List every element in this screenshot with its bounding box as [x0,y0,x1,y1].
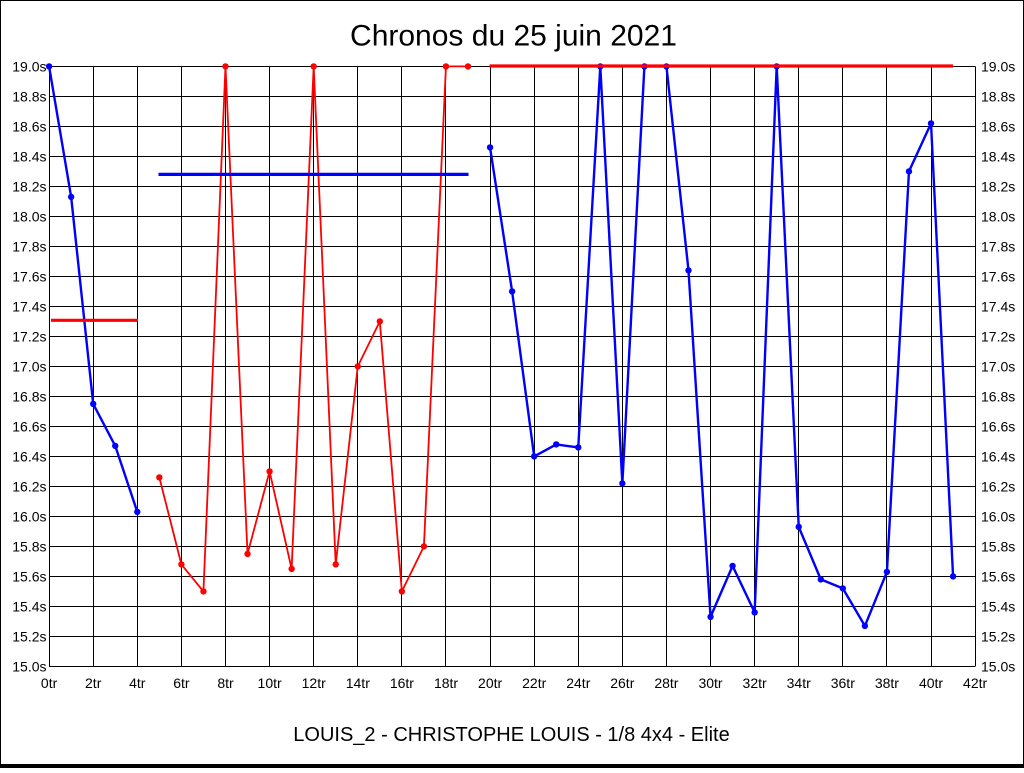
svg-text:26tr: 26tr [610,675,634,691]
svg-text:17.4s: 17.4s [12,299,46,315]
svg-text:16.0s: 16.0s [981,509,1015,525]
svg-text:34tr: 34tr [787,675,811,691]
svg-text:15.8s: 15.8s [981,539,1015,555]
svg-text:12tr: 12tr [302,675,326,691]
svg-text:15.6s: 15.6s [981,569,1015,585]
svg-text:8tr: 8tr [217,675,234,691]
svg-text:18.8s: 18.8s [981,89,1015,105]
svg-text:17.8s: 17.8s [981,239,1015,255]
svg-text:16.6s: 16.6s [12,419,46,435]
svg-text:15.8s: 15.8s [12,539,46,555]
svg-text:16.4s: 16.4s [12,449,46,465]
svg-text:19.0s: 19.0s [981,59,1015,75]
svg-text:16.6s: 16.6s [981,419,1015,435]
svg-text:17.2s: 17.2s [981,329,1015,345]
svg-text:40tr: 40tr [919,675,943,691]
svg-text:24tr: 24tr [566,675,590,691]
svg-text:17.2s: 17.2s [12,329,46,345]
svg-text:42tr: 42tr [963,675,987,691]
svg-text:17.0s: 17.0s [12,359,46,375]
svg-text:17.6s: 17.6s [981,269,1015,285]
svg-text:28tr: 28tr [654,675,678,691]
svg-text:38tr: 38tr [875,675,899,691]
svg-text:30tr: 30tr [698,675,722,691]
svg-text:17.0s: 17.0s [981,359,1015,375]
svg-text:16.2s: 16.2s [981,479,1015,495]
svg-text:15.4s: 15.4s [12,599,46,615]
svg-text:20tr: 20tr [478,675,502,691]
svg-text:15.4s: 15.4s [981,599,1015,615]
svg-text:10tr: 10tr [258,675,282,691]
svg-text:15.2s: 15.2s [981,629,1015,645]
svg-text:18tr: 18tr [434,675,458,691]
svg-text:16.8s: 16.8s [12,389,46,405]
svg-text:18.4s: 18.4s [12,149,46,165]
svg-text:17.4s: 17.4s [981,299,1015,315]
svg-text:16.2s: 16.2s [12,479,46,495]
svg-text:17.6s: 17.6s [12,269,46,285]
svg-text:18.0s: 18.0s [981,209,1015,225]
svg-text:4tr: 4tr [129,675,146,691]
svg-text:LOUIS_2 - CHRISTOPHE LOUIS - 1: LOUIS_2 - CHRISTOPHE LOUIS - 1/8 4x4 - E… [293,724,729,746]
svg-text:15.0s: 15.0s [981,659,1015,675]
svg-text:15.2s: 15.2s [12,629,46,645]
svg-text:18.2s: 18.2s [12,179,46,195]
svg-text:2tr: 2tr [85,675,102,691]
svg-text:16.8s: 16.8s [981,389,1015,405]
svg-text:6tr: 6tr [173,675,190,691]
svg-text:15.0s: 15.0s [12,659,46,675]
svg-text:18.8s: 18.8s [12,89,46,105]
svg-text:32tr: 32tr [743,675,767,691]
svg-text:Chronos du 25 juin 2021: Chronos du 25 juin 2021 [350,20,677,53]
svg-text:16.4s: 16.4s [981,449,1015,465]
svg-text:22tr: 22tr [522,675,546,691]
svg-text:18.4s: 18.4s [981,149,1015,165]
svg-text:19.0s: 19.0s [12,59,46,75]
svg-text:17.8s: 17.8s [12,239,46,255]
svg-text:18.6s: 18.6s [981,119,1015,135]
svg-text:18.0s: 18.0s [12,209,46,225]
svg-text:18.6s: 18.6s [12,119,46,135]
svg-text:36tr: 36tr [831,675,855,691]
svg-text:16.0s: 16.0s [12,509,46,525]
svg-text:18.2s: 18.2s [981,179,1015,195]
svg-text:0tr: 0tr [41,675,58,691]
svg-text:16tr: 16tr [390,675,414,691]
svg-text:14tr: 14tr [346,675,370,691]
svg-text:15.6s: 15.6s [12,569,46,585]
